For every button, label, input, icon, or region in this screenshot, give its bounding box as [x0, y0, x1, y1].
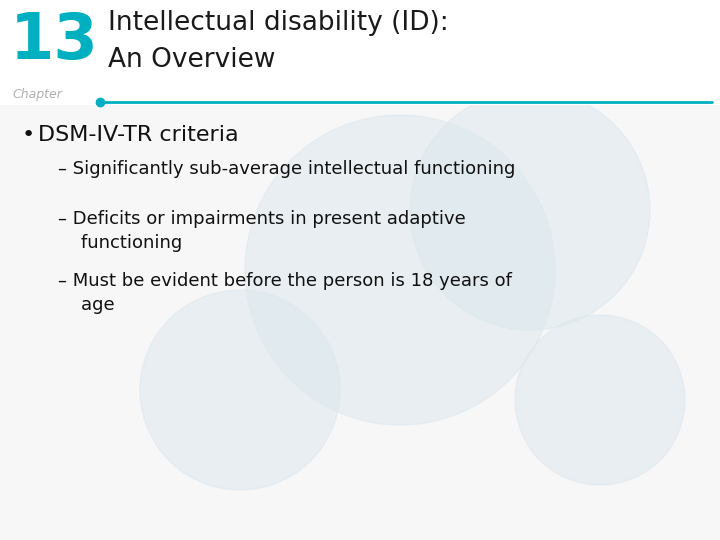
Text: •: •: [22, 125, 35, 145]
Text: 13: 13: [10, 10, 99, 72]
Text: – Significantly sub-average intellectual functioning: – Significantly sub-average intellectual…: [58, 160, 516, 178]
Text: Intellectual disability (ID):: Intellectual disability (ID):: [108, 10, 449, 36]
Text: – Deficits or impairments in present adaptive
    functioning: – Deficits or impairments in present ada…: [58, 210, 466, 252]
Circle shape: [245, 115, 555, 425]
Circle shape: [140, 290, 340, 490]
Text: An Overview: An Overview: [108, 47, 276, 73]
Bar: [0, 0, 720, 105]
Text: Chapter: Chapter: [12, 88, 62, 101]
Circle shape: [515, 315, 685, 485]
Text: – Must be evident before the person is 18 years of
    age: – Must be evident before the person is 1…: [58, 272, 512, 314]
Circle shape: [410, 90, 650, 330]
Text: DSM-IV-TR criteria: DSM-IV-TR criteria: [38, 125, 238, 145]
